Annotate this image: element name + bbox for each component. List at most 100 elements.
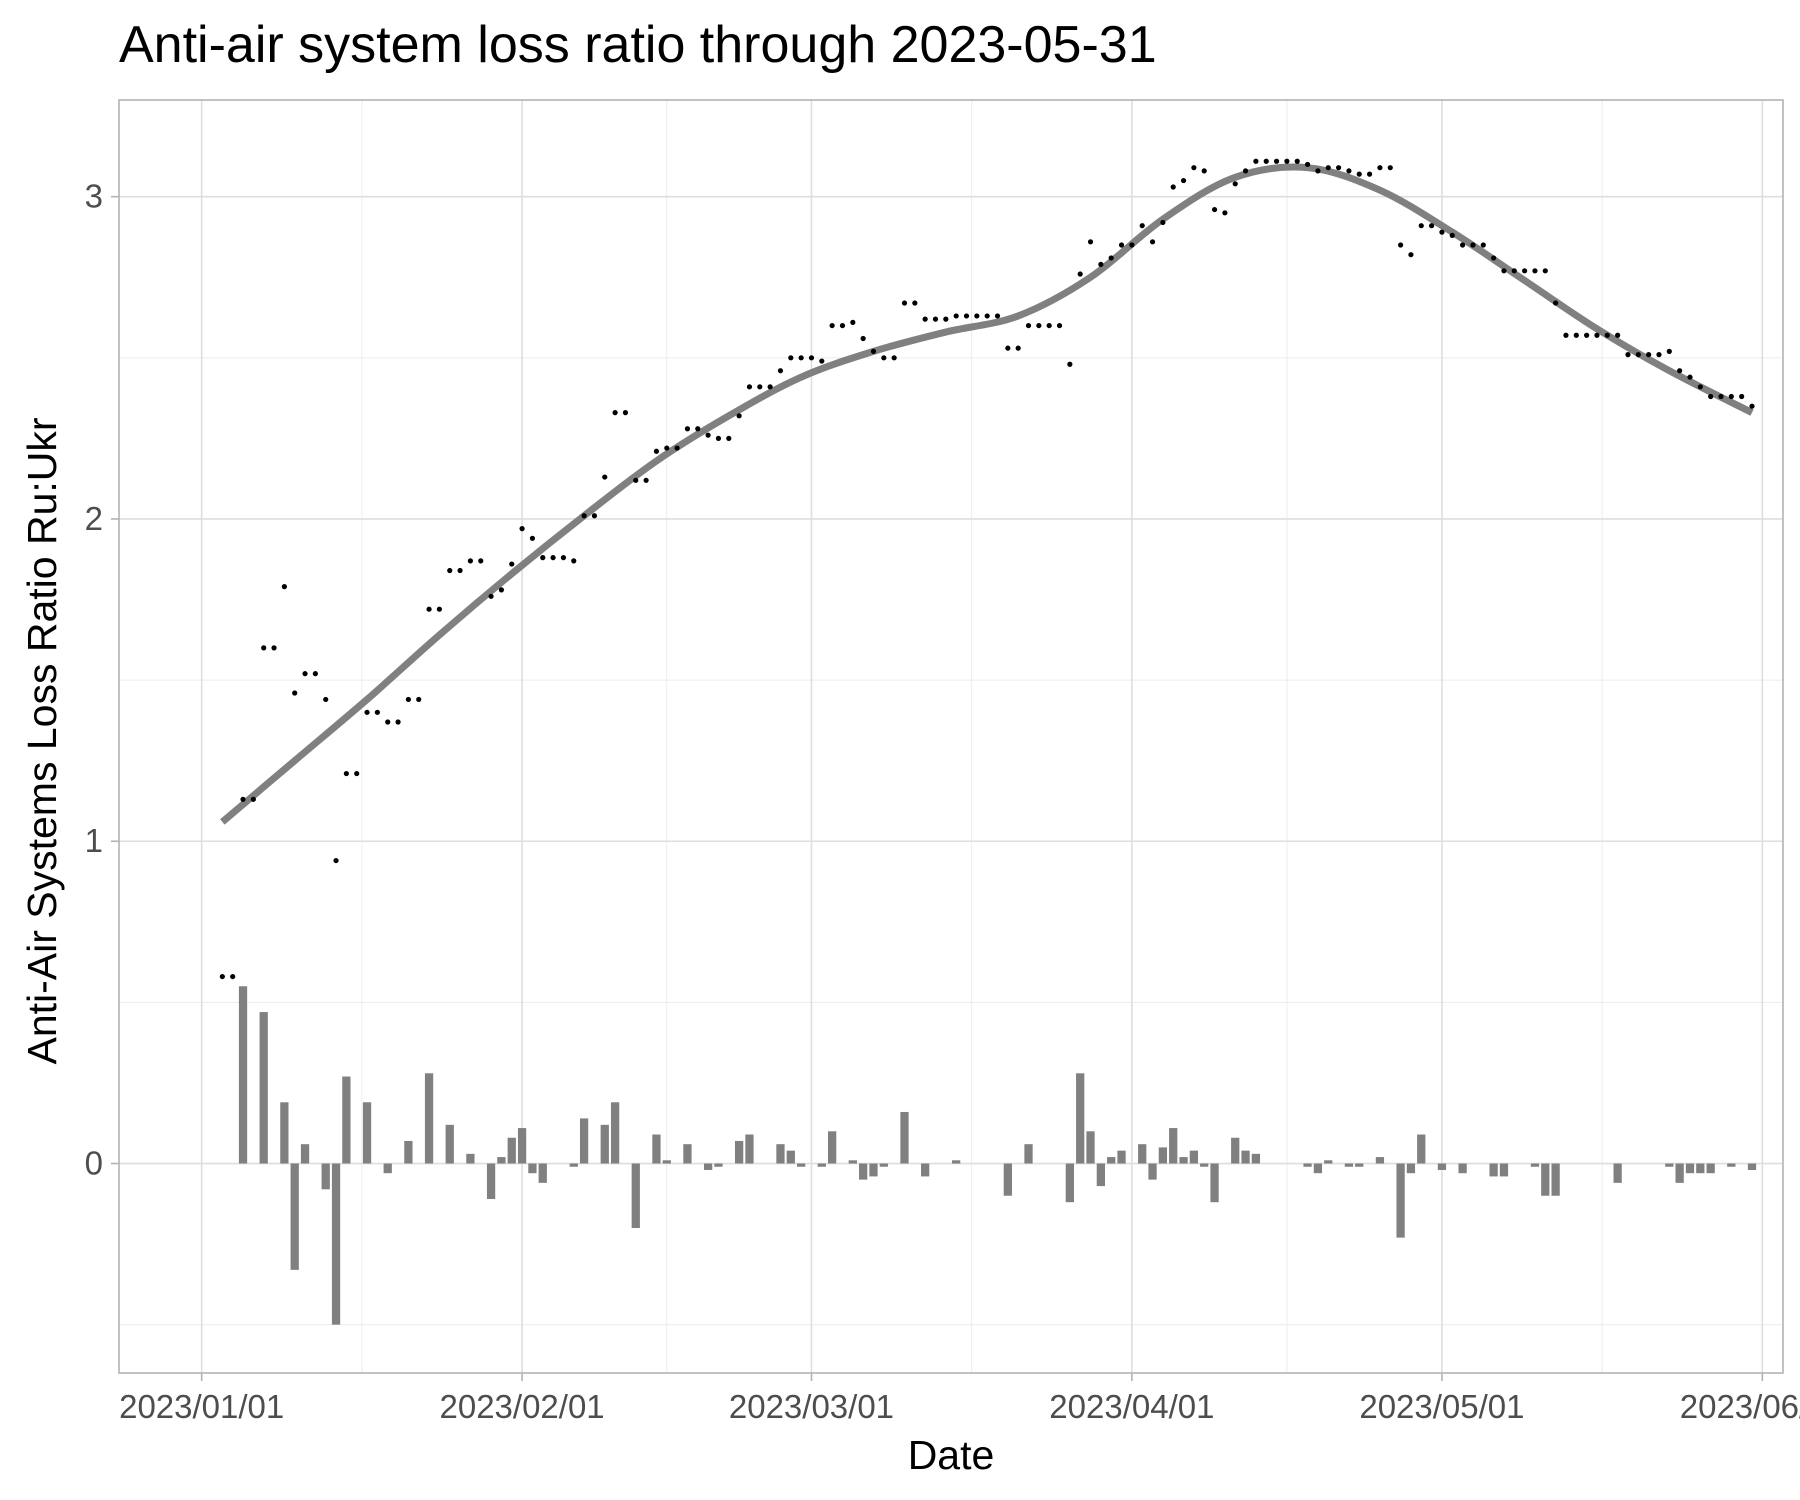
data-point [529, 535, 536, 541]
data-point [767, 384, 773, 390]
data-point [912, 300, 918, 306]
data-point [1294, 158, 1300, 164]
data-point [240, 796, 246, 802]
data-point [860, 335, 866, 342]
bar [879, 1163, 888, 1167]
data-point [1284, 158, 1290, 164]
bar [1344, 1163, 1354, 1167]
bar [1251, 1153, 1261, 1164]
data-point [457, 567, 463, 574]
data-point [1232, 181, 1238, 187]
data-point [1635, 352, 1641, 358]
data-point [1366, 171, 1373, 177]
data-point [467, 558, 474, 564]
y-axis-title: Anti-Air Systems Loss Ratio Ru:Ukr [19, 417, 65, 1064]
bar [786, 1150, 795, 1164]
data-point [943, 316, 949, 322]
bar [1706, 1163, 1715, 1174]
data-point [715, 435, 722, 441]
bar [238, 986, 248, 1164]
data-point [1646, 352, 1652, 358]
bar [921, 1163, 930, 1177]
bar [828, 1131, 837, 1164]
bar [610, 1102, 620, 1164]
bar [952, 1160, 961, 1164]
data-point [922, 316, 928, 322]
data-point [540, 555, 546, 561]
plot-panel [118, 99, 1784, 1374]
bar [1665, 1163, 1674, 1167]
data-point [1604, 332, 1610, 338]
bar [1200, 1163, 1209, 1167]
bar [1117, 1150, 1126, 1164]
data-point [1439, 229, 1445, 235]
bar [259, 1012, 268, 1164]
data-point [1108, 255, 1114, 261]
data-point [984, 313, 990, 319]
data-point [1098, 261, 1104, 267]
data-point [405, 696, 411, 703]
data-point [1470, 242, 1476, 248]
bar [507, 1137, 516, 1164]
data-point [839, 322, 846, 329]
bar [445, 1124, 454, 1164]
data-point [901, 300, 908, 306]
data-point [881, 355, 887, 361]
data-point [560, 555, 567, 561]
data-point [1397, 242, 1404, 248]
bar [1489, 1163, 1498, 1177]
data-point [1242, 168, 1249, 174]
data-point [643, 477, 649, 483]
bar [662, 1160, 671, 1164]
data-point [788, 355, 794, 361]
bar [797, 1163, 806, 1167]
bar [538, 1163, 547, 1183]
data-point [416, 696, 422, 703]
bar [321, 1163, 330, 1190]
bar [579, 1118, 589, 1164]
data-point [1087, 239, 1094, 245]
data-point [664, 445, 670, 451]
data-point [323, 696, 329, 703]
data-point [1749, 403, 1755, 409]
y-tick-label: 1 [85, 822, 103, 859]
bar [1551, 1163, 1560, 1196]
point-series [219, 158, 1755, 980]
bar [497, 1157, 506, 1164]
bar [714, 1163, 723, 1167]
bar [1437, 1163, 1447, 1170]
data-point [1542, 268, 1548, 274]
data-point [581, 513, 587, 519]
data-point [1480, 242, 1486, 248]
bar [528, 1163, 537, 1174]
data-point [1522, 268, 1528, 274]
bar [631, 1163, 640, 1228]
bar [383, 1163, 392, 1174]
x-tick-label: 2023/03/01 [729, 1388, 894, 1425]
data-point [1067, 361, 1073, 367]
data-point [974, 313, 980, 319]
data-point [591, 513, 598, 519]
data-point [1325, 165, 1331, 171]
data-point [684, 426, 691, 432]
data-point [932, 316, 939, 322]
data-point [1708, 393, 1714, 400]
data-point [571, 558, 577, 564]
data-point [674, 445, 680, 451]
data-point [633, 477, 639, 483]
bar [1747, 1163, 1757, 1170]
data-point [498, 587, 505, 593]
data-point [550, 555, 556, 561]
data-point [312, 671, 318, 677]
bar [1613, 1163, 1622, 1183]
data-point [1511, 268, 1517, 274]
data-point [1077, 271, 1083, 277]
data-point [1687, 374, 1693, 380]
data-point [1418, 223, 1424, 229]
bar [1189, 1150, 1199, 1164]
data-point [1315, 168, 1321, 174]
data-point [1615, 332, 1621, 338]
bar [1148, 1163, 1157, 1180]
bar [1169, 1128, 1178, 1164]
data-point [808, 355, 815, 361]
